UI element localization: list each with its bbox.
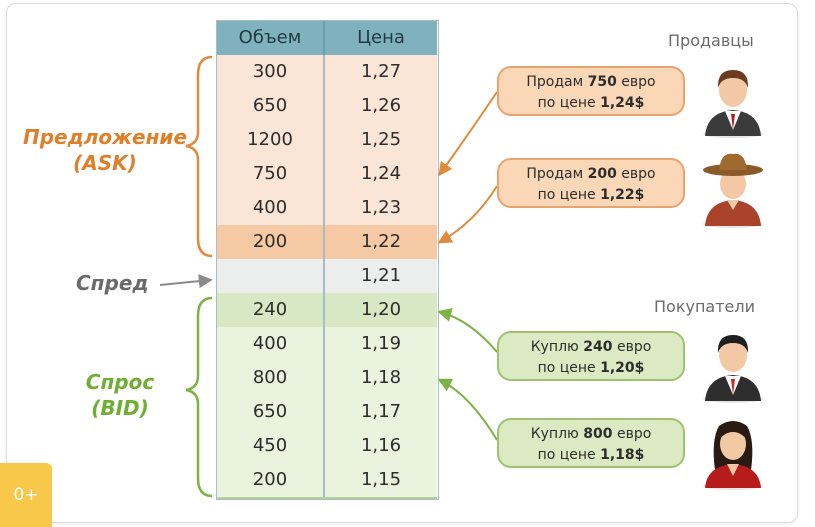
bid-volume: 200 <box>252 469 288 490</box>
ask-price: 1,25 <box>323 123 437 157</box>
ask-price: 1,26 <box>323 89 437 123</box>
seller1-bubble: Продам 750 евро по цене 1,24$ <box>497 66 685 116</box>
ask-row: 300 1,27 <box>217 55 437 91</box>
spread-label: Спред <box>76 271 149 295</box>
bid-row: 400 1,19 <box>217 327 437 363</box>
ask-volume: 300 <box>252 61 288 82</box>
ask-volume: 400 <box>252 197 288 218</box>
cowboy-avatar-icon <box>703 153 763 228</box>
seller2-bubble: Продам 200 евро по цене 1,22$ <box>497 158 685 208</box>
header-volume: Объем <box>238 27 302 48</box>
bid-row: 800 1,18 <box>217 361 437 397</box>
bid-price: 1,20 <box>323 293 437 327</box>
spread-row: 1,21 <box>217 259 437 295</box>
ask-label-line2: (ASK) <box>73 151 137 175</box>
best-ask-row: 200 1,22 <box>217 225 437 261</box>
bid-volume: 450 <box>252 435 288 456</box>
header-price: Цена <box>323 21 437 55</box>
ask-label-line1: Предложение <box>22 125 188 149</box>
bid-price: 1,15 <box>323 463 437 497</box>
bid-price: 1,17 <box>323 395 437 429</box>
ask-row: 400 1,23 <box>217 191 437 227</box>
ask-price: 1,23 <box>323 191 437 225</box>
bid-price: 1,16 <box>323 429 437 463</box>
bid-price: 1,18 <box>323 361 437 395</box>
ask-volume: 750 <box>252 163 288 184</box>
bid-row: 450 1,16 <box>217 429 437 465</box>
ask-row: 750 1,24 <box>217 157 437 193</box>
bid-price: 1,19 <box>323 327 437 361</box>
businessman-avatar-icon <box>703 70 763 138</box>
bid-row: 200 1,15 <box>217 463 437 499</box>
best-bid-row: 240 1,20 <box>217 293 437 329</box>
ask-label: Предложение (ASK) <box>22 124 188 176</box>
ask-price: 1,27 <box>323 55 437 89</box>
ask-price: 1,24 <box>323 157 437 191</box>
bid-label-line1: Спрос <box>85 370 155 394</box>
businesswoman-avatar-icon <box>703 421 763 490</box>
ask-volume: 650 <box>252 95 288 116</box>
ask-row: 650 1,26 <box>217 89 437 125</box>
bid-volume: 400 <box>252 333 288 354</box>
buyers-title: Покупатели <box>654 297 756 316</box>
businessman-avatar-icon <box>703 335 763 403</box>
bid-volume: 650 <box>252 401 288 422</box>
bid-row: 650 1,17 <box>217 395 437 431</box>
age-rating-badge: 0+ <box>0 463 52 527</box>
bid-volume: 240 <box>252 299 288 320</box>
ask-row: 1200 1,25 <box>217 123 437 159</box>
spread-volume <box>217 259 323 293</box>
bid-label: Спрос (BID) <box>70 369 170 421</box>
ask-volume: 200 <box>252 231 288 252</box>
ask-price: 1,22 <box>323 225 437 259</box>
bid-label-line2: (BID) <box>91 396 149 420</box>
table-header: Объем Цена <box>217 21 437 55</box>
buyer1-bubble: Куплю 240 евро по цене 1,20$ <box>497 331 685 381</box>
buyer2-bubble: Куплю 800 евро по цене 1,18$ <box>497 418 685 468</box>
ask-volume: 1200 <box>247 129 293 150</box>
bid-volume: 800 <box>252 367 288 388</box>
sellers-title: Продавцы <box>668 31 754 50</box>
spread-price: 1,21 <box>323 259 437 293</box>
